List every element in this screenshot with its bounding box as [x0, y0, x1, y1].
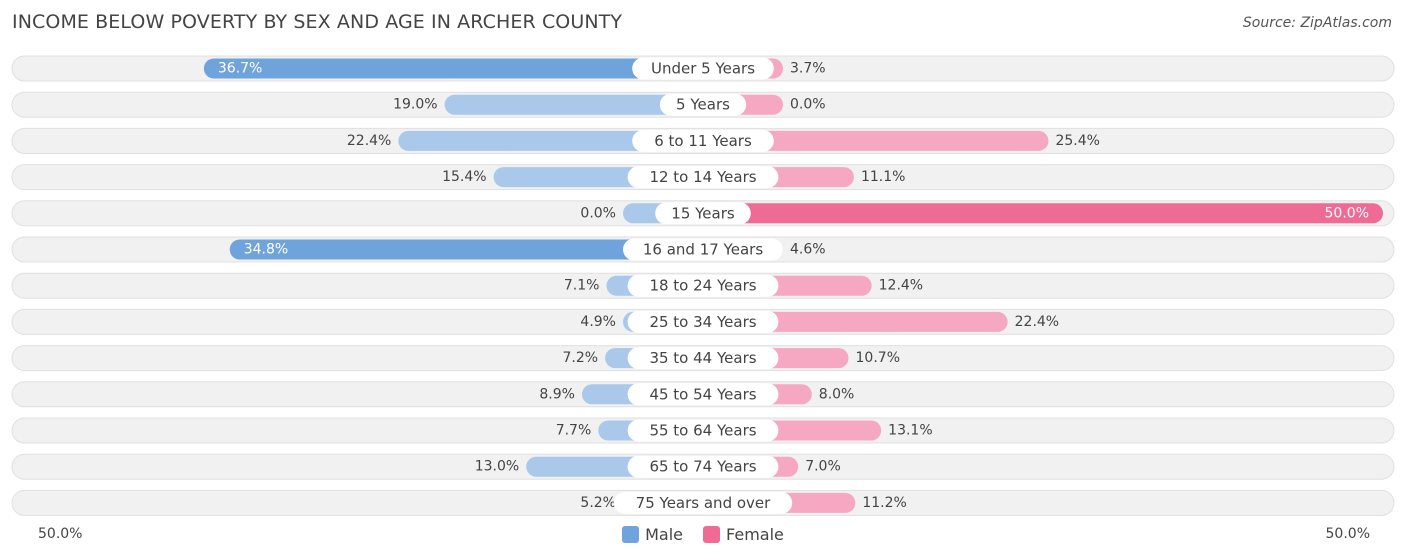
category-label-bg	[613, 491, 793, 514]
bar-male	[229, 239, 703, 260]
category-label-bg	[627, 455, 779, 478]
value-label-male: 7.1%	[564, 278, 600, 294]
category-label: 15 Years	[671, 204, 735, 222]
axis-right-label: 50.0%	[1325, 526, 1370, 542]
poverty-chart: 36.7% 3.7% Under 5 Years 19.0% 0.0% 5 Years 22…	[11, 55, 1395, 516]
legend-swatch-female	[703, 525, 721, 543]
category-label-bg	[655, 202, 751, 225]
value-label-female: 8.0%	[819, 386, 855, 402]
value-label-female: 10.7%	[856, 350, 900, 366]
value-label-male: 7.7%	[556, 423, 592, 439]
value-label-male: 4.9%	[580, 314, 616, 330]
chart-title: INCOME BELOW POVERTY BY SEX AND AGE IN A…	[12, 11, 623, 33]
category-label-bg	[627, 310, 779, 333]
value-label-male: 8.9%	[539, 386, 575, 402]
legend-item-male[interactable]: Male	[622, 525, 683, 544]
value-label-male: 15.4%	[442, 169, 486, 185]
value-label-male: 7.2%	[563, 350, 599, 366]
category-label-bg	[627, 383, 779, 406]
bar-male	[203, 58, 703, 79]
legend-label-female: Female	[726, 524, 784, 544]
legend-swatch-male	[622, 525, 640, 543]
category-label: Under 5 Years	[651, 60, 755, 78]
source-credit: Source: ZipAtlas.com	[1242, 15, 1392, 31]
value-label-female: 13.1%	[888, 423, 932, 439]
category-label: 75 Years and over	[636, 494, 771, 512]
value-label-male: 34.8%	[244, 242, 288, 258]
value-label-female: 3.7%	[790, 61, 826, 77]
category-label: 16 and 17 Years	[643, 241, 763, 259]
category-label: 5 Years	[676, 96, 730, 114]
value-label-male: 5.2%	[580, 495, 616, 511]
value-label-female: 7.0%	[805, 459, 841, 475]
category-label: 35 to 44 Years	[649, 349, 756, 367]
value-label-female: 11.2%	[862, 495, 906, 511]
category-label: 65 to 74 Years	[649, 458, 756, 476]
value-label-female: 25.4%	[1055, 133, 1099, 149]
category-label: 18 to 24 Years	[649, 277, 756, 295]
value-label-female: 0.0%	[790, 97, 826, 113]
value-label-male: 22.4%	[347, 133, 391, 149]
value-label-female: 12.4%	[879, 278, 923, 294]
legend: Male Female	[0, 524, 1406, 544]
bar-female	[703, 203, 1383, 224]
category-label: 6 to 11 Years	[654, 132, 752, 150]
category-label-bg	[623, 238, 783, 261]
bar-female	[703, 130, 1049, 151]
category-label: 12 to 14 Years	[649, 168, 756, 186]
value-label-female: 22.4%	[1015, 314, 1059, 330]
value-label-male: 36.7%	[218, 61, 262, 77]
category-label: 45 to 54 Years	[649, 385, 756, 403]
category-label-bg	[627, 419, 779, 442]
axis-left-label: 50.0%	[38, 526, 83, 542]
value-label-female: 50.0%	[1325, 205, 1369, 221]
category-label-bg	[659, 93, 747, 116]
category-label: 25 to 34 Years	[649, 313, 756, 331]
legend-item-female[interactable]: Female	[703, 525, 784, 544]
bar-female	[703, 311, 1008, 332]
category-label: 55 to 64 Years	[649, 422, 756, 440]
value-label-female: 4.6%	[790, 242, 826, 258]
bar-male	[444, 94, 703, 115]
value-label-male: 0.0%	[580, 205, 616, 221]
category-label-bg	[632, 129, 774, 152]
legend-label-male: Male	[645, 524, 684, 544]
value-label-male: 19.0%	[393, 97, 437, 113]
value-label-female: 11.1%	[861, 169, 905, 185]
category-label-bg	[627, 347, 779, 370]
value-label-male: 13.0%	[475, 459, 519, 475]
category-label-bg	[632, 57, 774, 80]
category-label-bg	[627, 166, 779, 189]
category-label-bg	[627, 274, 779, 297]
bar-male	[398, 130, 703, 151]
